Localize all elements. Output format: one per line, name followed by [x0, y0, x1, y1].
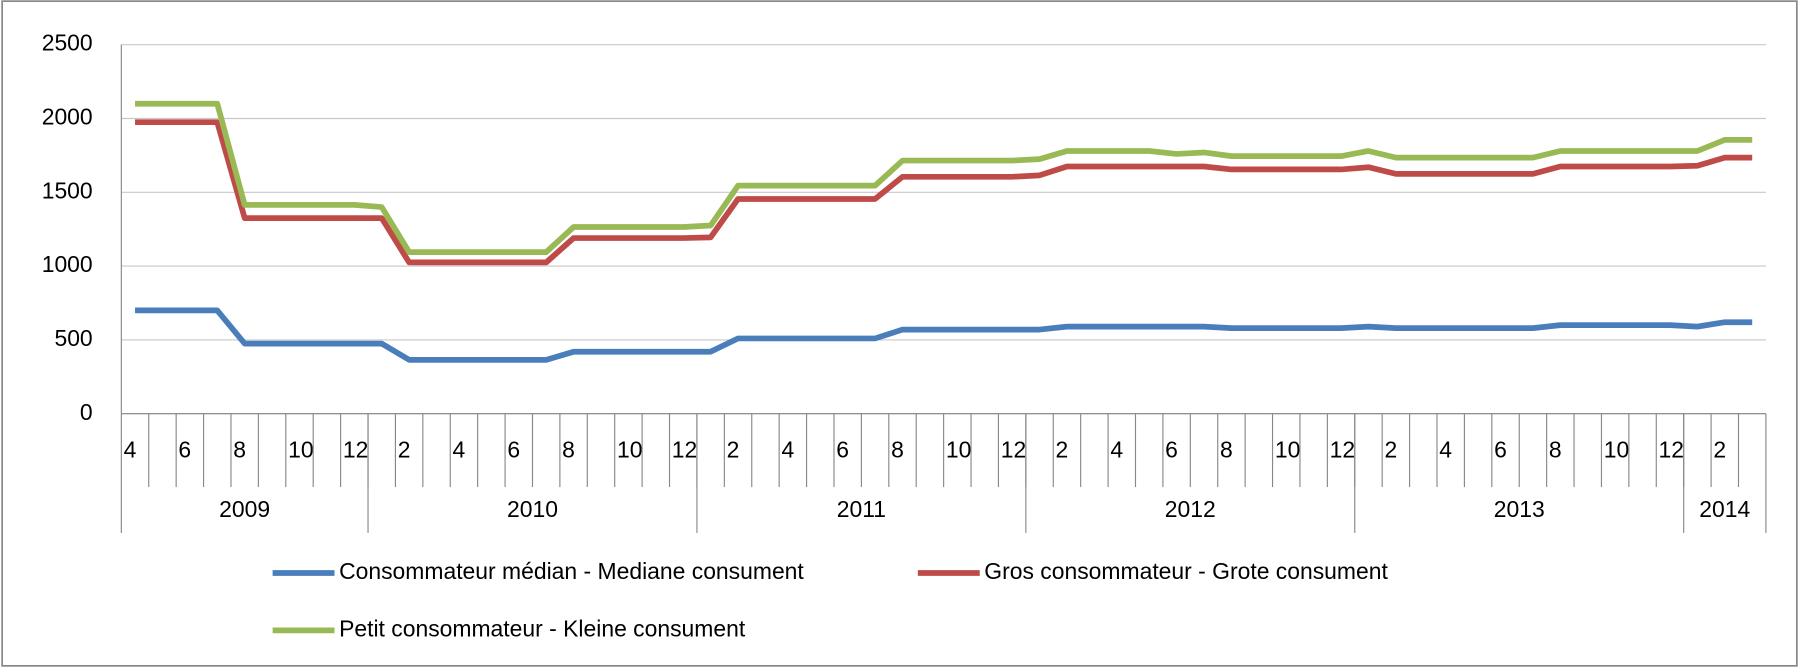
- x-tick-label: 10: [946, 437, 971, 463]
- x-tick-label: 12: [1330, 437, 1355, 463]
- x-tick-label: 4: [124, 437, 137, 463]
- x-tick-label: 4: [453, 437, 466, 463]
- series-line: [135, 119, 1753, 266]
- x-tick-label: 6: [836, 437, 849, 463]
- legend-label: Petit consommateur - Kleine consument: [339, 615, 746, 641]
- x-tick-label: 10: [1275, 437, 1300, 463]
- x-tick-label: 6: [178, 437, 191, 463]
- x-group-label: 2010: [507, 496, 558, 522]
- y-tick-label: 2500: [42, 30, 93, 56]
- x-tick-label: 10: [617, 437, 642, 463]
- x-tick-label: 8: [891, 437, 904, 463]
- x-tick-label: 12: [343, 437, 368, 463]
- x-group-label: 2014: [1699, 496, 1750, 522]
- x-tick-label: 8: [1220, 437, 1233, 463]
- x-tick-label: 6: [507, 437, 520, 463]
- x-tick-label: 12: [672, 437, 697, 463]
- x-tick-label: 8: [233, 437, 246, 463]
- x-group-label: 2009: [219, 496, 270, 522]
- x-tick-label: 6: [1165, 437, 1178, 463]
- x-tick-label: 12: [1001, 437, 1026, 463]
- x-group-label: 2013: [1494, 496, 1545, 522]
- y-tick-label: 500: [54, 325, 92, 351]
- legend-label: Gros consommateur - Grote consument: [984, 558, 1388, 584]
- y-tick-label: 2000: [42, 104, 93, 130]
- y-tick-label: 0: [80, 399, 93, 425]
- x-tick-label: 2: [1056, 437, 1069, 463]
- x-tick-label: 10: [1604, 437, 1629, 463]
- series-line: [135, 100, 1753, 255]
- y-tick-label: 1500: [42, 177, 93, 203]
- y-tick-label: 1000: [42, 251, 93, 277]
- x-tick-label: 8: [1549, 437, 1562, 463]
- x-tick-label: 4: [1439, 437, 1452, 463]
- x-tick-label: 2: [1384, 437, 1397, 463]
- x-tick-label: 10: [288, 437, 313, 463]
- x-group-label: 2011: [837, 496, 886, 522]
- x-tick-label: 4: [1110, 437, 1123, 463]
- legend-label: Consommateur médian - Mediane consument: [339, 558, 804, 584]
- series-line: [135, 307, 1753, 363]
- x-tick-label: 4: [781, 437, 794, 463]
- x-tick-label: 2: [1713, 437, 1726, 463]
- x-group-label: 2012: [1165, 496, 1216, 522]
- x-tick-label: 2: [398, 437, 411, 463]
- x-tick-label: 2: [727, 437, 740, 463]
- x-tick-label: 6: [1494, 437, 1507, 463]
- x-tick-label: 8: [562, 437, 575, 463]
- x-tick-label: 12: [1659, 437, 1684, 463]
